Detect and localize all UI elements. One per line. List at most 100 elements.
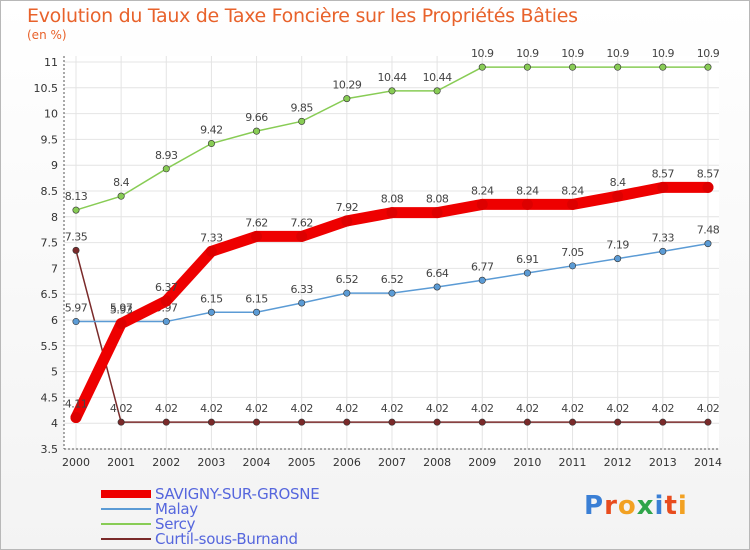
data-label: 4.02: [426, 402, 449, 415]
data-label: 4.02: [245, 402, 268, 415]
data-label: 6.52: [381, 273, 404, 286]
data-point: [612, 190, 624, 202]
data-point: [659, 63, 667, 71]
y-tick-label: 8: [51, 211, 58, 224]
data-label: 6.15: [245, 292, 268, 305]
data-label: 7.48: [697, 224, 720, 237]
data-point: [253, 127, 261, 135]
data-point: [298, 418, 306, 426]
data-label: 6.37: [155, 281, 178, 294]
data-point: [341, 215, 353, 227]
data-label: 9.66: [245, 111, 268, 124]
data-label: 6.64: [426, 267, 449, 280]
x-tick-label: 2004: [243, 456, 271, 469]
data-point: [476, 198, 488, 210]
data-point: [704, 418, 712, 426]
legend-label: Sercy: [155, 515, 196, 533]
data-label: 7.62: [290, 216, 313, 229]
data-label: 8.24: [561, 184, 584, 197]
legend-item-malay: Malay: [101, 500, 198, 518]
series-malay: 5.97 5.97 5.976.15 6.156.336.52 6.52 6.646.77…: [65, 224, 720, 326]
logo-letter: r: [604, 491, 618, 521]
data-point: [343, 95, 351, 103]
data-label: 4.11: [65, 398, 88, 411]
data-point: [253, 308, 261, 316]
series-sercy: 8.13 8.4 8.93 9.42 9.66 9.85 10.29 10.44 10.44 10…: [65, 47, 720, 214]
data-point: [72, 318, 80, 326]
x-tick-label: 2007: [378, 456, 406, 469]
data-point: [72, 206, 80, 214]
y-tick-label: 5.5: [41, 340, 59, 353]
data-label: 5.97: [65, 302, 88, 315]
data-label: 8.4: [610, 176, 626, 189]
data-label: 8.4: [113, 176, 129, 189]
data-label: 10.9: [471, 47, 494, 60]
legend-item-savigny: SAVIGNY-SUR-GROSNE: [101, 485, 320, 503]
logo-letter: P: [584, 491, 605, 521]
legend-swatch: [101, 523, 151, 525]
x-tick-label: 2009: [468, 456, 496, 469]
data-point: [433, 87, 441, 95]
data-point: [207, 308, 215, 316]
data-label: 10.9: [652, 47, 675, 60]
data-label: 4.02: [336, 402, 359, 415]
data-label: 8.57: [697, 167, 720, 180]
data-point: [614, 255, 622, 263]
data-label: 7.35: [65, 230, 88, 243]
data-label: 4.02: [606, 402, 629, 415]
data-point: [253, 418, 261, 426]
data-point: [251, 230, 263, 242]
data-point: [70, 412, 82, 424]
data-label: 4.02: [516, 402, 539, 415]
y-tick-label: 6.5: [41, 288, 59, 301]
data-point: [205, 245, 217, 257]
y-tick-label: 8.5: [41, 185, 59, 198]
x-tick-label: 2013: [649, 456, 677, 469]
data-point: [431, 207, 443, 219]
data-point: [704, 240, 712, 248]
data-label: 7.33: [652, 231, 675, 244]
data-label: 4.02: [697, 402, 720, 415]
data-point: [523, 63, 531, 71]
legend-label: Malay: [155, 500, 198, 518]
data-label: 7.33: [200, 231, 223, 244]
data-label: 7.62: [245, 216, 268, 229]
data-point: [115, 318, 127, 330]
legend-swatch: [101, 508, 151, 510]
x-tick-label: 2014: [694, 456, 722, 469]
x-tick-label: 2001: [107, 456, 135, 469]
logo-letter: i: [654, 491, 665, 521]
data-label: 9.85: [290, 101, 313, 114]
data-point: [659, 418, 667, 426]
data-point: [523, 418, 531, 426]
y-tick-label: 7.5: [41, 237, 59, 250]
data-label: 5.97: [110, 302, 133, 315]
x-tick-label: 2006: [333, 456, 361, 469]
data-label: 8.08: [426, 193, 449, 206]
y-tick-label: 4.5: [41, 391, 59, 404]
data-point: [296, 230, 308, 242]
data-label: 8.93: [155, 149, 178, 162]
data-point: [704, 63, 712, 71]
data-point: [614, 418, 622, 426]
data-label: 10.9: [606, 47, 629, 60]
data-label: 8.24: [471, 184, 494, 197]
legend-swatch: [101, 490, 151, 498]
unit-label: (en %): [27, 28, 67, 42]
data-point: [702, 181, 714, 193]
data-point: [657, 181, 669, 193]
data-point: [386, 207, 398, 219]
y-tick-label: 5: [51, 366, 58, 379]
data-label: 7.92: [336, 201, 359, 214]
data-point: [478, 63, 486, 71]
data-point: [117, 192, 125, 200]
data-label: 7.05: [561, 246, 584, 259]
data-label: 10.9: [697, 47, 720, 60]
x-tick-label: 2000: [62, 456, 90, 469]
series-curtil-sous-burnand: 7.35 4.02 4.02 4.02 4.02 4.02 4.02 4.02 4.02 4.02…: [65, 230, 720, 426]
data-point: [478, 418, 486, 426]
y-tick-label: 7: [51, 262, 58, 275]
data-label: 6.91: [516, 253, 539, 266]
data-label: 10.44: [377, 71, 406, 84]
